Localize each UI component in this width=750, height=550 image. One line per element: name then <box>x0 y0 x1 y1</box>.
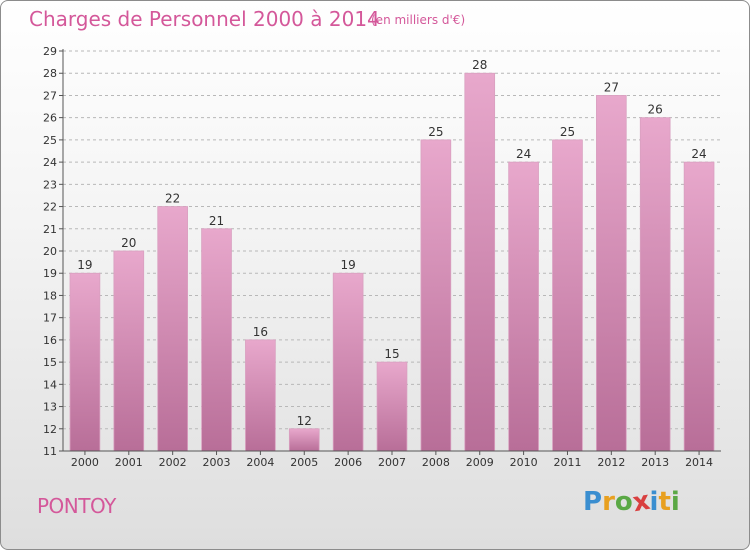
x-tick-label-2002: 2002 <box>159 456 187 469</box>
y-tick-label: 21 <box>43 223 57 236</box>
y-tick-label: 20 <box>43 245 57 258</box>
bar-2010 <box>508 161 539 452</box>
x-tick-label-2000: 2000 <box>71 456 99 469</box>
bar-2012 <box>596 95 627 452</box>
bar-2007 <box>376 361 408 452</box>
bars: 19 20 22 21 16 12 19 15 25 28 24 25 27 26 24 <box>69 58 715 452</box>
data-label-2008: 25 <box>428 125 443 139</box>
logo-letter: P <box>583 487 603 517</box>
bar-2014 <box>683 161 715 452</box>
data-label-2013: 26 <box>648 103 663 117</box>
x-tick-label-2007: 2007 <box>378 456 406 469</box>
y-tick-label: 11 <box>43 445 57 458</box>
data-label-2004: 16 <box>253 325 268 339</box>
data-label-2000: 19 <box>77 258 92 272</box>
proxiti-logo[interactable]: Proxiti <box>583 486 680 518</box>
y-tick-label: 12 <box>43 423 57 436</box>
bar-2004 <box>245 339 276 452</box>
data-label-2007: 15 <box>384 347 399 361</box>
data-label-2009: 28 <box>472 58 487 72</box>
data-label-2011: 25 <box>560 125 575 139</box>
logo-letter: i <box>649 487 659 517</box>
x-tick-label-2014: 2014 <box>685 456 713 469</box>
logo-letter: o <box>614 487 633 517</box>
chart-title: Charges de Personnel 2000 à 2014 <box>29 7 380 31</box>
axes: 11 12 13 14 15 16 17 18 19 20 21 22 23 24 25 26 27 28 29 20… <box>43 45 721 469</box>
y-tick-label: 16 <box>43 334 57 347</box>
data-label-2002: 22 <box>165 192 180 206</box>
logo-letter: t <box>658 487 671 517</box>
x-tick-label-2004: 2004 <box>246 456 274 469</box>
y-tick-label: 25 <box>43 134 57 147</box>
y-tick-label: 27 <box>43 89 57 102</box>
data-label-2006: 19 <box>340 258 355 272</box>
bar-2008 <box>420 139 452 452</box>
x-tick-label-2012: 2012 <box>597 456 625 469</box>
x-tick-label-2008: 2008 <box>422 456 450 469</box>
y-tick-label: 14 <box>43 378 57 391</box>
data-label-2012: 27 <box>604 80 619 94</box>
bar-2011 <box>552 139 583 452</box>
bar-2003 <box>201 228 232 452</box>
bar-2013 <box>639 117 671 452</box>
y-tick-label: 13 <box>43 401 57 414</box>
x-tick-label-2006: 2006 <box>334 456 362 469</box>
x-tick-label-2005: 2005 <box>290 456 318 469</box>
y-tick-label: 19 <box>43 267 57 280</box>
data-label-2005: 12 <box>297 414 312 428</box>
bar-2006 <box>332 272 364 452</box>
bar-2002 <box>157 206 188 452</box>
data-label-2001: 20 <box>121 236 136 250</box>
x-tick-label-2003: 2003 <box>203 456 231 469</box>
x-tick-label-2010: 2010 <box>510 456 538 469</box>
y-tick-label: 29 <box>43 45 57 58</box>
bar-2009 <box>464 72 496 452</box>
bar-2000 <box>69 272 101 452</box>
logo-letter: r <box>602 487 615 517</box>
x-tick-label-2009: 2009 <box>466 456 494 469</box>
logo-letter: i <box>670 487 680 517</box>
y-tick-label: 24 <box>43 156 57 169</box>
commune-name: PONTOY <box>37 494 116 518</box>
x-tick-label-2011: 2011 <box>553 456 581 469</box>
x-tick-label-2013: 2013 <box>641 456 669 469</box>
bar-2001 <box>113 250 145 452</box>
y-tick-label: 22 <box>43 201 57 214</box>
y-tick-label: 18 <box>43 289 57 302</box>
data-label-2014: 24 <box>691 147 706 161</box>
y-tick-label: 17 <box>43 312 57 325</box>
bar-2005 <box>288 428 320 452</box>
y-tick-label: 15 <box>43 356 57 369</box>
y-tick-label: 28 <box>43 67 57 80</box>
chart-subtitle: (en milliers d'€) <box>371 13 466 27</box>
x-tick-label-2001: 2001 <box>115 456 143 469</box>
data-label-2010: 24 <box>516 147 531 161</box>
y-tick-label: 23 <box>43 178 57 191</box>
data-label-2003: 21 <box>209 214 224 228</box>
y-tick-label: 26 <box>43 112 57 125</box>
